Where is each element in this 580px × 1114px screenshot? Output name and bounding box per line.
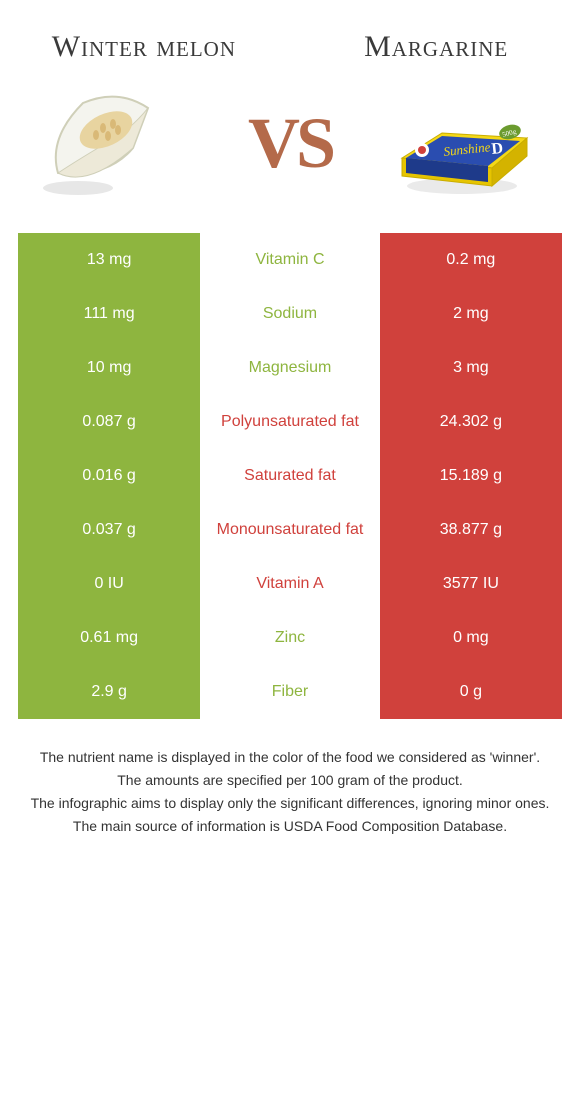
comparison-table: 13 mgVitamin C0.2 mg111 mgSodium2 mg10 m… xyxy=(18,233,562,719)
table-row: 0.087 gPolyunsaturated fat24.302 g xyxy=(18,395,562,449)
winter-melon-image xyxy=(38,78,198,208)
infographic-container: Winter melon Margarine VS xyxy=(0,0,580,859)
left-value: 0.087 g xyxy=(18,395,200,449)
table-row: 0 IUVitamin A3577 IU xyxy=(18,557,562,611)
left-value: 0.61 mg xyxy=(18,611,200,665)
table-row: 0.037 gMonounsaturated fat38.877 g xyxy=(18,503,562,557)
right-value: 38.877 g xyxy=(380,503,562,557)
nutrient-name: Magnesium xyxy=(200,341,380,395)
footer-line: The main source of information is USDA F… xyxy=(24,816,556,837)
right-value: 0 mg xyxy=(380,611,562,665)
left-value: 13 mg xyxy=(18,233,200,287)
nutrient-name: Saturated fat xyxy=(200,449,380,503)
left-value: 0 IU xyxy=(18,557,200,611)
table-row: 2.9 gFiber0 g xyxy=(18,665,562,719)
svg-text:D: D xyxy=(491,140,504,158)
footer-line: The infographic aims to display only the… xyxy=(24,793,556,814)
right-value: 3 mg xyxy=(380,341,562,395)
right-value: 0 g xyxy=(380,665,562,719)
footer-notes: The nutrient name is displayed in the co… xyxy=(18,747,562,837)
hero-row: VS Sunshine D 500g xyxy=(18,63,562,233)
left-value: 111 mg xyxy=(18,287,200,341)
table-row: 0.016 gSaturated fat15.189 g xyxy=(18,449,562,503)
right-value: 24.302 g xyxy=(380,395,562,449)
table-row: 0.61 mgZinc0 mg xyxy=(18,611,562,665)
nutrient-name: Zinc xyxy=(200,611,380,665)
table-row: 13 mgVitamin C0.2 mg xyxy=(18,233,562,287)
nutrient-name: Monounsaturated fat xyxy=(200,503,380,557)
footer-line: The amounts are specified per 100 gram o… xyxy=(24,770,556,791)
left-value: 0.016 g xyxy=(18,449,200,503)
nutrient-name: Vitamin C xyxy=(200,233,380,287)
right-value: 15.189 g xyxy=(380,449,562,503)
footer-line: The nutrient name is displayed in the co… xyxy=(24,747,556,768)
nutrient-name: Sodium xyxy=(200,287,380,341)
table-row: 111 mgSodium2 mg xyxy=(18,287,562,341)
left-value: 10 mg xyxy=(18,341,200,395)
nutrient-name: Fiber xyxy=(200,665,380,719)
vs-label: VS xyxy=(248,102,332,185)
right-value: 3577 IU xyxy=(380,557,562,611)
right-food-title: Margarine xyxy=(330,30,542,63)
left-value: 0.037 g xyxy=(18,503,200,557)
nutrient-name: Polyunsaturated fat xyxy=(200,395,380,449)
right-value: 2 mg xyxy=(380,287,562,341)
nutrient-name: Vitamin A xyxy=(200,557,380,611)
header: Winter melon Margarine xyxy=(18,20,562,63)
left-value: 2.9 g xyxy=(18,665,200,719)
table-row: 10 mgMagnesium3 mg xyxy=(18,341,562,395)
left-food-title: Winter melon xyxy=(38,30,250,63)
right-value: 0.2 mg xyxy=(380,233,562,287)
margarine-image: Sunshine D 500g xyxy=(382,78,542,208)
